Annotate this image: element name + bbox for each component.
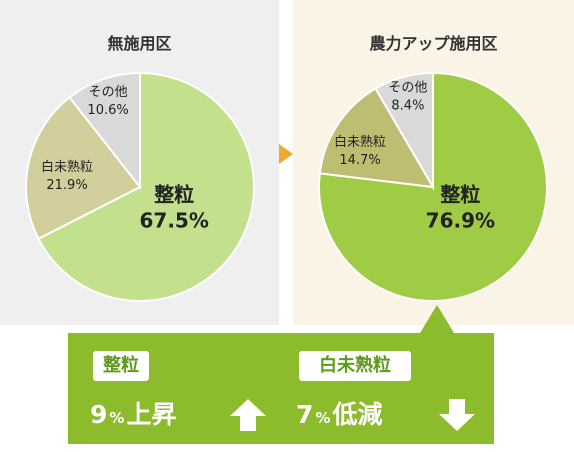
slice-value-whole-grain: 67.5% [140,209,209,233]
stat-number: 9 [90,400,108,429]
up-arrow-icon [230,399,266,431]
chart-title-no-treatment: 無施用区 [107,34,172,53]
slice-value-white-immature: 21.9% [46,178,87,193]
stat-text: 低減 [332,400,383,429]
down-arrow-icon [439,399,475,431]
slice-label-white-immature: 白未熟粒 [41,159,93,175]
pie-charts: 整粒67.5%白未熟粒21.9%その他10.6%整粒76.9%白未熟粒14.7%… [25,71,548,302]
pie-slice-other [374,71,434,191]
slice-label-other: その他 [89,85,128,100]
arrow-right-icon [279,144,293,164]
badge-white-immature: 白未熟粒 [299,351,411,381]
stat-text: 上昇 [126,400,177,429]
slice-label-whole-grain: 整粒 [439,183,480,207]
chart-title-treatment: 農力アップ施用区 [369,34,498,53]
stat-unit: % [315,409,331,427]
slice-value-whole-grain: 76.9% [426,209,495,233]
pie-slice-white-immature [318,87,435,189]
badge-whole-grain: 整粒 [93,351,149,381]
slice-label-whole-grain: 整粒 [153,183,194,207]
stat-decrease: 7 %低減 [296,395,382,435]
pie-slice-other [68,71,141,190]
stat-increase: 9 %上昇 [90,395,176,435]
pie-slice-whole-grain [37,71,255,302]
stat-unit: % [109,409,125,427]
slice-value-other: 10.6% [87,103,128,118]
summary-pointer [420,305,454,333]
slice-value-other: 8.4% [391,98,424,113]
slice-label-other: その他 [388,80,427,95]
slice-label-white-immature: 白未熟粒 [334,134,386,150]
pie-slice-white-immature [25,95,142,241]
slice-value-white-immature: 14.7% [339,153,380,168]
stat-number: 7 [296,400,314,429]
